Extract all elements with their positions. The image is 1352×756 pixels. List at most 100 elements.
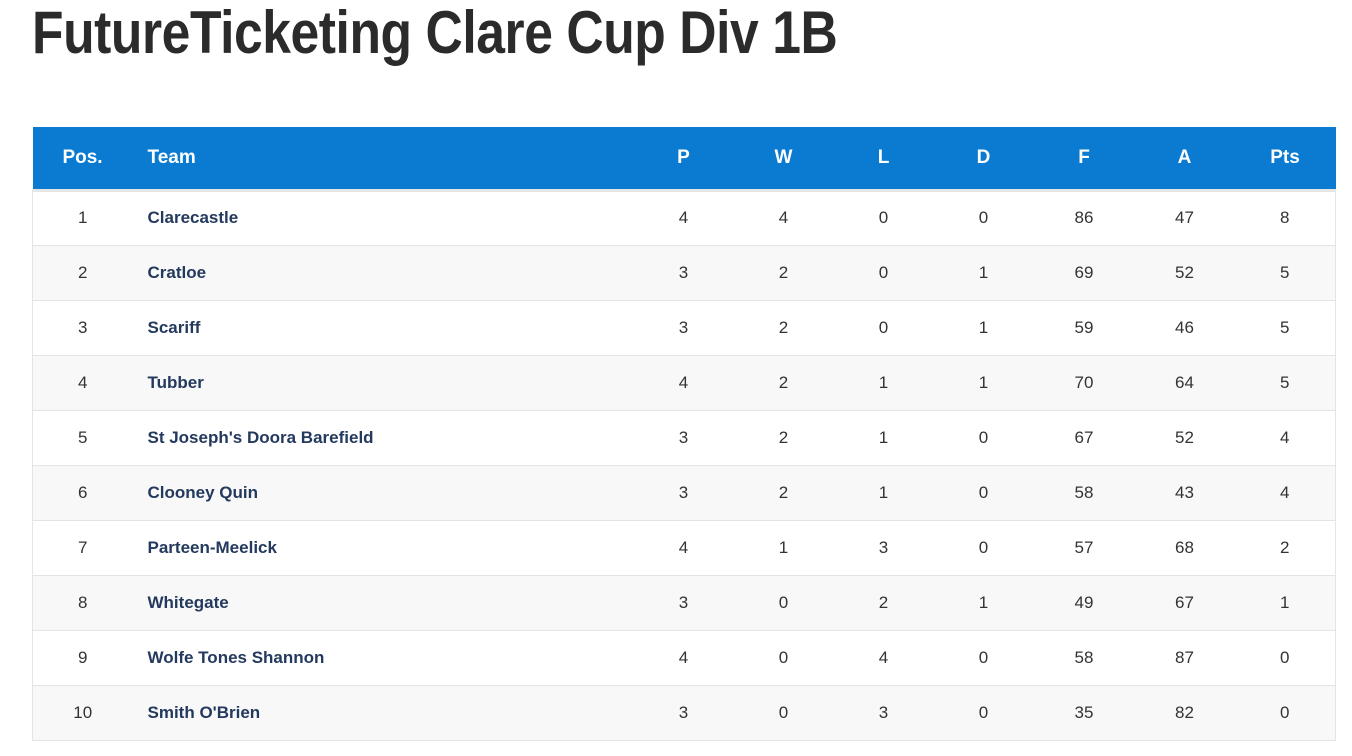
cell-drawn: 1 [933, 355, 1034, 411]
cell-against: 82 [1134, 685, 1235, 741]
cell-against: 47 [1134, 190, 1235, 246]
cell-for: 58 [1033, 465, 1135, 521]
cell-drawn: 0 [933, 410, 1034, 466]
cell-against: 67 [1134, 575, 1235, 631]
table-row: 3 Scariff 3 2 0 1 59 46 5 [32, 300, 1336, 356]
cell-drawn: 0 [933, 630, 1034, 686]
cell-won: 0 [733, 575, 834, 631]
cell-pos: 2 [32, 245, 133, 301]
standings-table: Pos. Team P W L D F A Pts 1 Clarecastle 4 4… [32, 127, 1336, 741]
cell-pos: 4 [32, 355, 133, 411]
cell-team[interactable]: Clooney Quin [132, 465, 634, 521]
cell-drawn: 0 [933, 520, 1034, 576]
cell-played: 4 [633, 190, 734, 246]
cell-won: 2 [733, 410, 834, 466]
cell-lost: 1 [833, 465, 934, 521]
cell-won: 2 [733, 245, 834, 301]
cell-pos: 6 [32, 465, 133, 521]
cell-lost: 4 [833, 630, 934, 686]
table-row: 10 Smith O'Brien 3 0 3 0 35 82 0 [32, 685, 1336, 741]
cell-for: 57 [1033, 520, 1135, 576]
cell-lost: 1 [833, 355, 934, 411]
table-header: Pos. Team P W L D F A Pts [32, 127, 1336, 192]
cell-pos: 1 [32, 190, 133, 246]
table-row: 9 Wolfe Tones Shannon 4 0 4 0 58 87 0 [32, 630, 1336, 686]
cell-played: 4 [633, 520, 734, 576]
cell-against: 52 [1134, 410, 1235, 466]
cell-played: 3 [633, 300, 734, 356]
header-team[interactable]: Team [132, 127, 634, 192]
table-row: 5 St Joseph's Doora Barefield 3 2 1 0 67 52 4 [32, 410, 1336, 466]
cell-against: 64 [1134, 355, 1235, 411]
cell-pos: 10 [32, 685, 133, 741]
cell-for: 58 [1033, 630, 1135, 686]
cell-lost: 3 [833, 520, 934, 576]
cell-points: 8 [1234, 190, 1336, 246]
cell-played: 3 [633, 410, 734, 466]
cell-won: 0 [733, 630, 834, 686]
cell-lost: 3 [833, 685, 934, 741]
cell-team[interactable]: Tubber [132, 355, 634, 411]
table-row: 1 Clarecastle 4 4 0 0 86 47 8 [32, 190, 1336, 246]
header-played[interactable]: P [633, 127, 734, 192]
header-for[interactable]: F [1033, 127, 1135, 192]
cell-won: 0 [733, 685, 834, 741]
cell-lost: 2 [833, 575, 934, 631]
cell-drawn: 0 [933, 685, 1034, 741]
cell-team[interactable]: St Joseph's Doora Barefield [132, 410, 634, 466]
cell-team[interactable]: Clarecastle [132, 190, 634, 246]
table-row: 6 Clooney Quin 3 2 1 0 58 43 4 [32, 465, 1336, 521]
cell-team[interactable]: Wolfe Tones Shannon [132, 630, 634, 686]
header-lost[interactable]: L [833, 127, 934, 192]
cell-for: 35 [1033, 685, 1135, 741]
cell-won: 2 [733, 465, 834, 521]
cell-points: 4 [1234, 465, 1336, 521]
cell-for: 59 [1033, 300, 1135, 356]
cell-for: 69 [1033, 245, 1135, 301]
cell-against: 43 [1134, 465, 1235, 521]
cell-points: 5 [1234, 245, 1336, 301]
cell-played: 3 [633, 465, 734, 521]
cell-points: 2 [1234, 520, 1336, 576]
cell-team[interactable]: Cratloe [132, 245, 634, 301]
cell-played: 4 [633, 355, 734, 411]
cell-lost: 0 [833, 300, 934, 356]
cell-played: 4 [633, 630, 734, 686]
cell-lost: 0 [833, 190, 934, 246]
table-row: 2 Cratloe 3 2 0 1 69 52 5 [32, 245, 1336, 301]
cell-drawn: 1 [933, 300, 1034, 356]
header-against[interactable]: A [1134, 127, 1235, 192]
cell-for: 67 [1033, 410, 1135, 466]
cell-team[interactable]: Parteen-Meelick [132, 520, 634, 576]
cell-team[interactable]: Scariff [132, 300, 634, 356]
cell-points: 0 [1234, 630, 1336, 686]
header-pos[interactable]: Pos. [32, 127, 133, 192]
cell-for: 70 [1033, 355, 1135, 411]
table-body: 1 Clarecastle 4 4 0 0 86 47 8 2 Cratloe 3 2 0 1 69 52 5 3 S… [32, 190, 1336, 741]
cell-team[interactable]: Smith O'Brien [132, 685, 634, 741]
cell-against: 46 [1134, 300, 1235, 356]
cell-pos: 3 [32, 300, 133, 356]
cell-won: 2 [733, 355, 834, 411]
cell-against: 68 [1134, 520, 1235, 576]
cell-for: 49 [1033, 575, 1135, 631]
cell-won: 2 [733, 300, 834, 356]
cell-lost: 0 [833, 245, 934, 301]
cell-points: 0 [1234, 685, 1336, 741]
cell-pos: 5 [32, 410, 133, 466]
table-row: 7 Parteen-Meelick 4 1 3 0 57 68 2 [32, 520, 1336, 576]
cell-drawn: 0 [933, 190, 1034, 246]
cell-points: 4 [1234, 410, 1336, 466]
cell-won: 1 [733, 520, 834, 576]
cell-team[interactable]: Whitegate [132, 575, 634, 631]
cell-played: 3 [633, 685, 734, 741]
header-won[interactable]: W [733, 127, 834, 192]
cell-for: 86 [1033, 190, 1135, 246]
header-row: Pos. Team P W L D F A Pts [32, 127, 1336, 192]
cell-points: 5 [1234, 300, 1336, 356]
cell-won: 4 [733, 190, 834, 246]
cell-points: 1 [1234, 575, 1336, 631]
header-drawn[interactable]: D [933, 127, 1034, 192]
cell-points: 5 [1234, 355, 1336, 411]
header-points[interactable]: Pts [1234, 127, 1336, 192]
